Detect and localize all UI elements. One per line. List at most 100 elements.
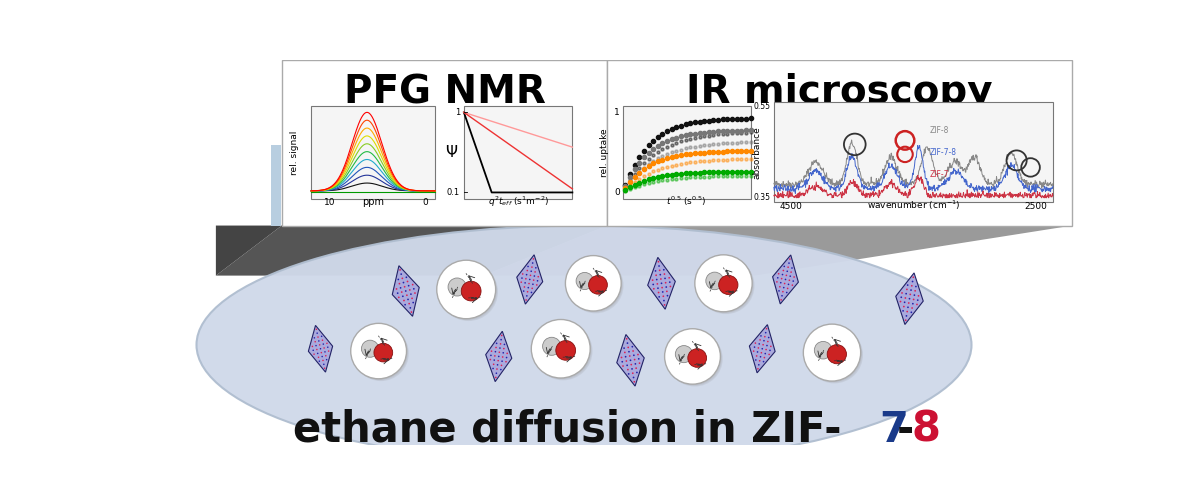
Circle shape — [666, 290, 667, 292]
Circle shape — [780, 282, 781, 284]
Circle shape — [528, 287, 529, 288]
Circle shape — [763, 361, 764, 362]
Circle shape — [787, 288, 788, 289]
Circle shape — [532, 262, 534, 264]
Circle shape — [493, 364, 494, 365]
Circle shape — [755, 359, 757, 361]
Polygon shape — [216, 226, 282, 276]
Circle shape — [901, 292, 902, 294]
Circle shape — [437, 260, 496, 318]
Circle shape — [913, 294, 916, 296]
Circle shape — [494, 351, 497, 352]
Text: rel. uptake: rel. uptake — [600, 128, 608, 176]
Circle shape — [780, 299, 782, 300]
Circle shape — [448, 278, 467, 296]
Circle shape — [665, 282, 666, 284]
Circle shape — [352, 324, 407, 380]
Circle shape — [784, 282, 786, 284]
Circle shape — [439, 262, 498, 321]
Text: ZIF-7-8: ZIF-7-8 — [930, 148, 958, 157]
Circle shape — [542, 338, 560, 355]
Text: $\Psi$: $\Psi$ — [445, 144, 458, 160]
Circle shape — [566, 256, 622, 312]
Circle shape — [661, 287, 662, 288]
Circle shape — [410, 311, 413, 313]
Circle shape — [791, 267, 793, 269]
Circle shape — [668, 277, 670, 278]
Circle shape — [413, 288, 415, 290]
Circle shape — [636, 372, 637, 374]
Circle shape — [762, 344, 764, 346]
Circle shape — [528, 282, 530, 284]
Circle shape — [900, 296, 902, 298]
Circle shape — [767, 340, 769, 342]
Polygon shape — [216, 226, 607, 276]
Circle shape — [523, 286, 526, 288]
Circle shape — [912, 303, 913, 304]
Text: wavenumber (cm$^{-1}$): wavenumber (cm$^{-1}$) — [866, 198, 960, 211]
Circle shape — [766, 328, 767, 330]
Circle shape — [625, 360, 628, 362]
Circle shape — [764, 353, 766, 354]
Circle shape — [353, 326, 409, 381]
Circle shape — [403, 300, 404, 302]
Circle shape — [763, 340, 764, 342]
Circle shape — [532, 266, 533, 268]
Circle shape — [706, 272, 724, 289]
Circle shape — [361, 340, 379, 357]
Text: 0: 0 — [422, 198, 428, 207]
Circle shape — [500, 369, 502, 370]
Circle shape — [500, 364, 503, 366]
Circle shape — [781, 295, 782, 296]
Circle shape — [529, 274, 532, 276]
Circle shape — [534, 322, 593, 380]
Circle shape — [660, 274, 661, 276]
Circle shape — [317, 352, 318, 354]
Circle shape — [527, 270, 528, 272]
Circle shape — [526, 295, 528, 296]
Circle shape — [523, 290, 524, 292]
Circle shape — [312, 350, 314, 351]
Circle shape — [916, 286, 917, 288]
Circle shape — [658, 288, 659, 289]
Circle shape — [632, 372, 634, 374]
Circle shape — [752, 350, 755, 352]
Polygon shape — [648, 258, 676, 309]
Circle shape — [911, 285, 913, 286]
Circle shape — [490, 358, 491, 360]
Circle shape — [323, 360, 324, 361]
Circle shape — [323, 344, 324, 345]
Circle shape — [400, 269, 401, 271]
Circle shape — [526, 274, 528, 276]
Circle shape — [317, 336, 319, 338]
Circle shape — [905, 293, 907, 294]
Circle shape — [499, 343, 502, 344]
Circle shape — [496, 342, 498, 344]
Polygon shape — [895, 273, 923, 324]
Circle shape — [521, 282, 522, 283]
Circle shape — [626, 364, 628, 366]
Circle shape — [461, 282, 481, 301]
Circle shape — [401, 291, 402, 293]
Circle shape — [313, 354, 314, 355]
Text: ZIF-8: ZIF-8 — [930, 126, 949, 135]
Circle shape — [328, 350, 329, 352]
Ellipse shape — [197, 226, 972, 464]
Circle shape — [911, 312, 912, 313]
FancyBboxPatch shape — [464, 106, 572, 198]
Circle shape — [407, 298, 409, 300]
Circle shape — [314, 341, 316, 342]
Circle shape — [787, 284, 790, 285]
Circle shape — [496, 372, 497, 374]
Circle shape — [566, 257, 623, 312]
Circle shape — [906, 315, 907, 317]
Circle shape — [776, 277, 779, 278]
Circle shape — [498, 352, 500, 353]
Polygon shape — [392, 266, 419, 316]
Circle shape — [499, 347, 500, 349]
FancyBboxPatch shape — [271, 144, 281, 226]
Circle shape — [912, 276, 914, 278]
Circle shape — [764, 332, 767, 334]
Circle shape — [905, 297, 906, 299]
Circle shape — [907, 306, 908, 308]
